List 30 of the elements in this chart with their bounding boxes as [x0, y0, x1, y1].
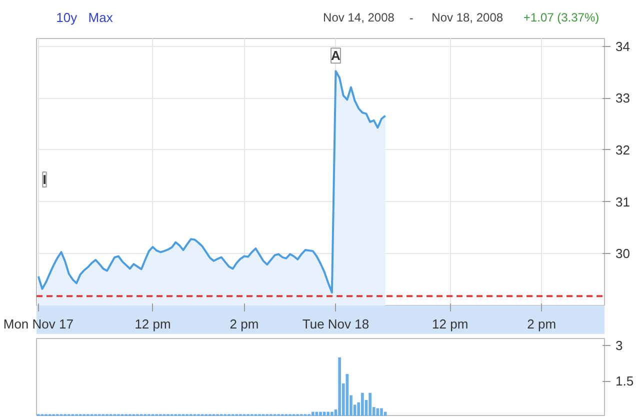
- text: Nov 18, 2008: [432, 10, 504, 24]
- text: Max: [88, 10, 114, 25]
- bar: [319, 412, 322, 416]
- y-tick-label: 1.5: [616, 374, 634, 389]
- y-tick-label: 3: [616, 338, 623, 354]
- y-tick-label: 30: [616, 246, 630, 262]
- text: Nov 14, 2008: [323, 10, 395, 24]
- x-tick-label: Mon Nov 17: [3, 316, 74, 332]
- bar: [361, 392, 364, 416]
- y-tick-label: 34: [616, 38, 630, 54]
- bar: [376, 408, 380, 416]
- text: +1.07 (3.37%): [523, 10, 600, 24]
- x-tick-label: Tue Nov 18: [302, 316, 370, 332]
- bar: [311, 412, 314, 416]
- text: 10y: [56, 10, 78, 25]
- x-tick-label: 12 pm: [432, 316, 468, 332]
- bar: [326, 412, 330, 416]
- y-tick-label: 31: [616, 194, 630, 210]
- y-tick-label: 32: [616, 142, 630, 158]
- bar: [368, 392, 372, 416]
- bar: [330, 412, 334, 416]
- x-tick-label: 2 pm: [527, 316, 556, 332]
- bar: [338, 357, 341, 416]
- bar: [380, 408, 383, 416]
- x-tick-label: 12 pm: [134, 316, 171, 332]
- text: -: [409, 11, 414, 25]
- y-tick-label: 33: [616, 90, 630, 106]
- x-tick-label: 2 pm: [230, 316, 259, 332]
- annotation: A: [331, 48, 342, 64]
- annotation: I: [42, 172, 46, 187]
